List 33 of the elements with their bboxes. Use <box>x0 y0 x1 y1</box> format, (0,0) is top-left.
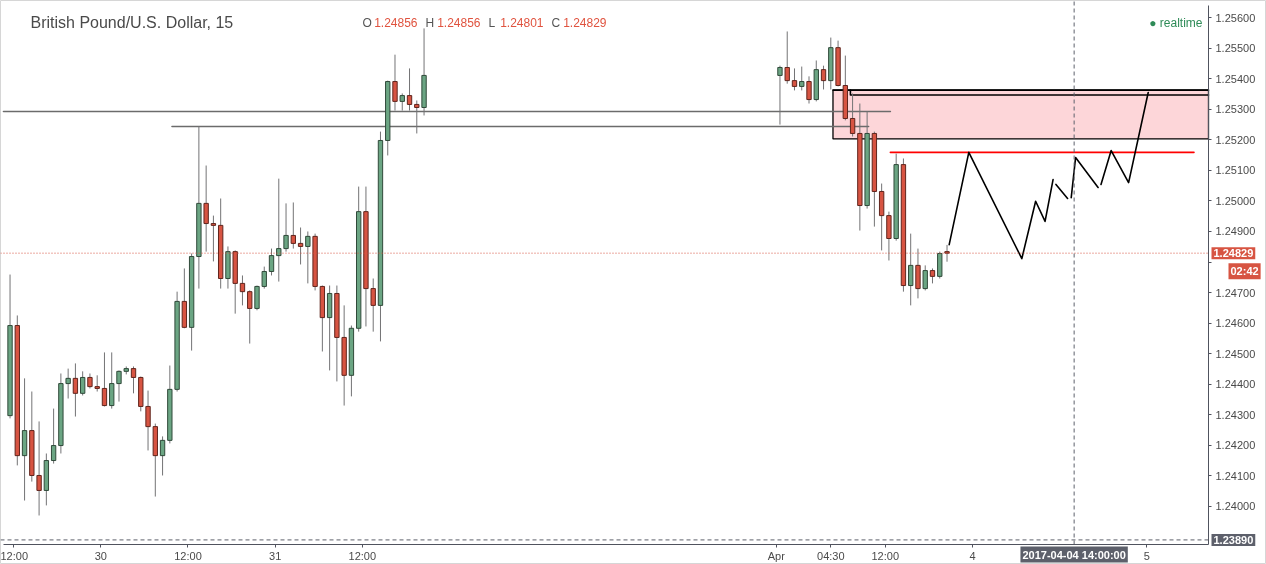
x-tick-label: 12:00 <box>348 549 377 562</box>
x-tick-label: 5 <box>1143 549 1150 562</box>
x-tick-label: 4 <box>969 549 976 562</box>
text: British Pound/U.S. Dollar, 15 <box>30 14 234 31</box>
x-tick-label: 30 <box>94 549 107 562</box>
x-tick-label: 12:00 <box>0 549 29 562</box>
x-tick-label: 12:00 <box>174 549 202 562</box>
x-tick-label: 31 <box>269 549 282 562</box>
y-tick-label: 1.25500 <box>1215 42 1256 55</box>
y-tick-label: 1.25600 <box>1215 11 1256 24</box>
x-tick-label: Apr <box>767 549 786 562</box>
y-tick-label: 1.24700 <box>1215 286 1256 299</box>
x-tick-label: 04:30 <box>817 549 845 562</box>
y-tick-label: 1.24100 <box>1215 469 1256 482</box>
ref-line-label: 2017-04-04 14:00:00 <box>1022 548 1126 561</box>
y-tick-label: 1.24000 <box>1215 500 1256 513</box>
ref-line-label: 1.24829 <box>1213 247 1254 260</box>
y-tick-label: 1.25200 <box>1215 133 1256 146</box>
y-tick-label: 1.25100 <box>1215 164 1256 177</box>
y-tick-label: 1.25000 <box>1215 194 1256 207</box>
x-tick-label: 12:00 <box>871 549 900 562</box>
ref-line-label: 1.23890 <box>1213 533 1254 546</box>
text: O 1.24856 H 1.24856 L 1.24801 C 1.24829 <box>362 15 607 30</box>
y-tick-label: 1.24400 <box>1215 378 1256 391</box>
y-tick-label: 1.24500 <box>1215 347 1256 360</box>
annotation: ● realtime <box>1149 15 1203 30</box>
y-tick-label: 1.24200 <box>1215 439 1256 452</box>
y-tick-label: 1.25400 <box>1215 72 1256 85</box>
y-tick-label: 1.24600 <box>1215 317 1256 330</box>
y-tick-label: 1.24300 <box>1215 408 1256 421</box>
y-tick-label: 1.25300 <box>1215 103 1256 116</box>
text: 02:42 <box>1230 265 1259 278</box>
y-tick-label: 1.24900 <box>1215 225 1256 238</box>
